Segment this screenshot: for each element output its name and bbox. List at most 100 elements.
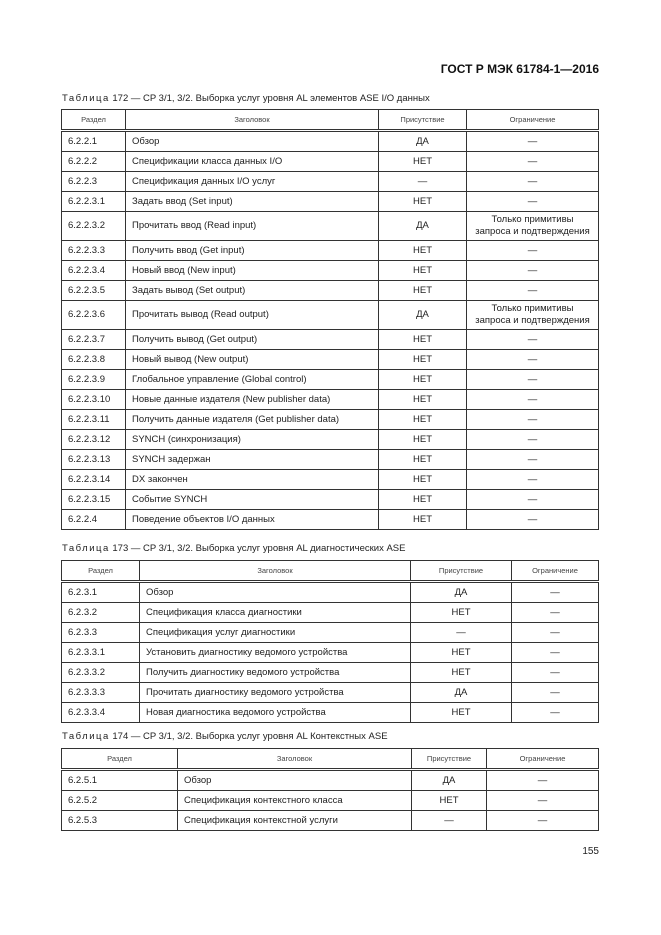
table-1: Раздел Заголовок Присутствие Ограничение 6.2… xyxy=(61,109,599,530)
column-header: Присутствие xyxy=(410,560,512,583)
column-header: Раздел xyxy=(61,560,140,583)
cell: Новый ввод (New input) xyxy=(125,260,379,281)
table-3: Раздел Заголовок Присутствие Ограничение 6.2… xyxy=(61,748,599,831)
cell: Установить диагностику ведомого устройст… xyxy=(139,642,411,663)
cell: НЕТ xyxy=(378,151,467,172)
table-row: 6.2.3.3.1 Установить диагностику ведомого… xyxy=(61,642,599,663)
table-row: 6.2.2.4 Поведение объектов I/O данных НЕТ — xyxy=(61,509,599,530)
cell: Спецификация класса диагностики xyxy=(139,602,411,623)
cell: Прочитать ввод (Read input) xyxy=(125,211,379,241)
table-row: 6.2.2.3.15 Событие SYNCH НЕТ — xyxy=(61,489,599,510)
caption-prefix: Таблица xyxy=(62,543,110,554)
cell: — xyxy=(486,769,599,791)
cell: Спецификация услуг диагностики xyxy=(139,622,411,643)
table-caption: Таблица 173 — CP 3/1, 3/2. Выборка услуг… xyxy=(62,543,405,554)
cell: НЕТ xyxy=(378,509,467,530)
table-row: 6.2.2.3.5 Задать вывод (Set output) НЕТ — xyxy=(61,280,599,301)
cell: — xyxy=(511,702,599,723)
cell: 6.2.2.3 xyxy=(61,171,126,192)
cell: НЕТ xyxy=(378,389,467,410)
cell: НЕТ xyxy=(378,260,467,281)
table-row: 6.2.2.1 Обзор ДА — xyxy=(61,130,599,152)
cell: 6.2.3.3.1 xyxy=(61,642,140,663)
cell: — xyxy=(511,602,599,623)
column-header: Заголовок xyxy=(139,560,411,583)
cell: НЕТ xyxy=(378,240,467,261)
table-caption: Таблица 172 — CP 3/1, 3/2. Выборка услуг… xyxy=(62,93,430,104)
cell: — xyxy=(466,171,599,192)
cell: НЕТ xyxy=(378,469,467,490)
table-row: 6.2.3.2 Спецификация класса диагностики НЕ… xyxy=(61,602,599,623)
cell: 6.2.2.3.12 xyxy=(61,429,126,450)
column-header: Заголовок xyxy=(125,109,379,132)
cell: — xyxy=(511,622,599,643)
column-header: Заголовок xyxy=(177,748,412,771)
cell: — xyxy=(466,329,599,350)
cell: 6.2.2.2 xyxy=(61,151,126,172)
cell: Новые данные издателя (New publisher dat… xyxy=(125,389,379,410)
cell: 6.2.5.3 xyxy=(61,810,178,831)
cell: — xyxy=(466,449,599,470)
cell: 6.2.2.3.11 xyxy=(61,409,126,430)
cell: Только примитивы запроса и подтверждения xyxy=(466,300,599,330)
cell: — xyxy=(466,369,599,390)
standard-header: ГОСТ Р МЭК 61784-1—2016 xyxy=(440,62,599,76)
cell: НЕТ xyxy=(410,602,512,623)
cell: — xyxy=(410,622,512,643)
cell: НЕТ xyxy=(378,349,467,370)
cell: 6.2.2.4 xyxy=(61,509,126,530)
header-row: Раздел Заголовок Присутствие Ограничение xyxy=(61,109,599,132)
cell: 6.2.2.1 xyxy=(61,130,126,152)
cell: 6.2.2.3.10 xyxy=(61,389,126,410)
cell: — xyxy=(466,191,599,212)
cell: 6.2.2.3.7 xyxy=(61,329,126,350)
table-row: 6.2.2.3.8 Новый вывод (New output) НЕТ — xyxy=(61,349,599,370)
page-number: 155 xyxy=(582,846,599,857)
caption-prefix: Таблица xyxy=(62,93,110,104)
cell: НЕТ xyxy=(378,329,467,350)
cell: 6.2.2.3.4 xyxy=(61,260,126,281)
cell: — xyxy=(466,151,599,172)
cell: — xyxy=(486,790,599,811)
cell: Обзор xyxy=(139,581,411,603)
cell: 6.2.2.3.8 xyxy=(61,349,126,370)
cell: Глобальное управление (Global control) xyxy=(125,369,379,390)
cell: НЕТ xyxy=(378,429,467,450)
cell: Спецификация контекстного класса xyxy=(177,790,412,811)
table-row: 6.2.2.3 Спецификация данных I/O услуг — — xyxy=(61,171,599,192)
cell: 6.2.3.3.2 xyxy=(61,662,140,683)
table-row: 6.2.2.3.1 Задать ввод (Set input) НЕТ — xyxy=(61,191,599,212)
header-row: Раздел Заголовок Присутствие Ограничение xyxy=(61,560,599,583)
cell: 6.2.3.3.4 xyxy=(61,702,140,723)
header-row: Раздел Заголовок Присутствие Ограничение xyxy=(61,748,599,771)
cell: SYNCH задержан xyxy=(125,449,379,470)
cell: 6.2.3.3.3 xyxy=(61,682,140,703)
cell: Прочитать диагностику ведомого устройств… xyxy=(139,682,411,703)
column-header: Раздел xyxy=(61,748,178,771)
table-row: 6.2.2.2 Спецификации класса данных I/O НЕТ… xyxy=(61,151,599,172)
cell: НЕТ xyxy=(378,369,467,390)
cell: DX закончен xyxy=(125,469,379,490)
cell: Новая диагностика ведомого устройства xyxy=(139,702,411,723)
cell: — xyxy=(511,642,599,663)
cell: — xyxy=(466,280,599,301)
table-row: 6.2.2.3.14 DX закончен НЕТ — xyxy=(61,469,599,490)
cell: — xyxy=(511,682,599,703)
table-row: 6.2.2.3.13 SYNCH задержан НЕТ — xyxy=(61,449,599,470)
cell: 6.2.2.3.1 xyxy=(61,191,126,212)
table-row: 6.2.2.3.2 Прочитать ввод (Read input) ДА То… xyxy=(61,211,599,241)
cell: Новый вывод (New output) xyxy=(125,349,379,370)
table-row: 6.2.2.3.6 Прочитать вывод (Read output) ДА… xyxy=(61,300,599,330)
table-row: 6.2.5.1 Обзор ДА — xyxy=(61,769,599,791)
table-row: 6.2.2.3.7 Получить вывод (Get output) НЕТ — xyxy=(61,329,599,350)
table-row: 6.2.2.3.11 Получить данные издателя (Get … xyxy=(61,409,599,430)
cell: SYNCH (синхронизация) xyxy=(125,429,379,450)
cell: — xyxy=(511,662,599,683)
cell: НЕТ xyxy=(410,702,512,723)
cell: — xyxy=(411,810,487,831)
cell: 6.2.5.2 xyxy=(61,790,178,811)
cell: 6.2.5.1 xyxy=(61,769,178,791)
table-caption: Таблица 174 — CP 3/1, 3/2. Выборка услуг… xyxy=(62,731,388,742)
cell: 6.2.2.3.9 xyxy=(61,369,126,390)
